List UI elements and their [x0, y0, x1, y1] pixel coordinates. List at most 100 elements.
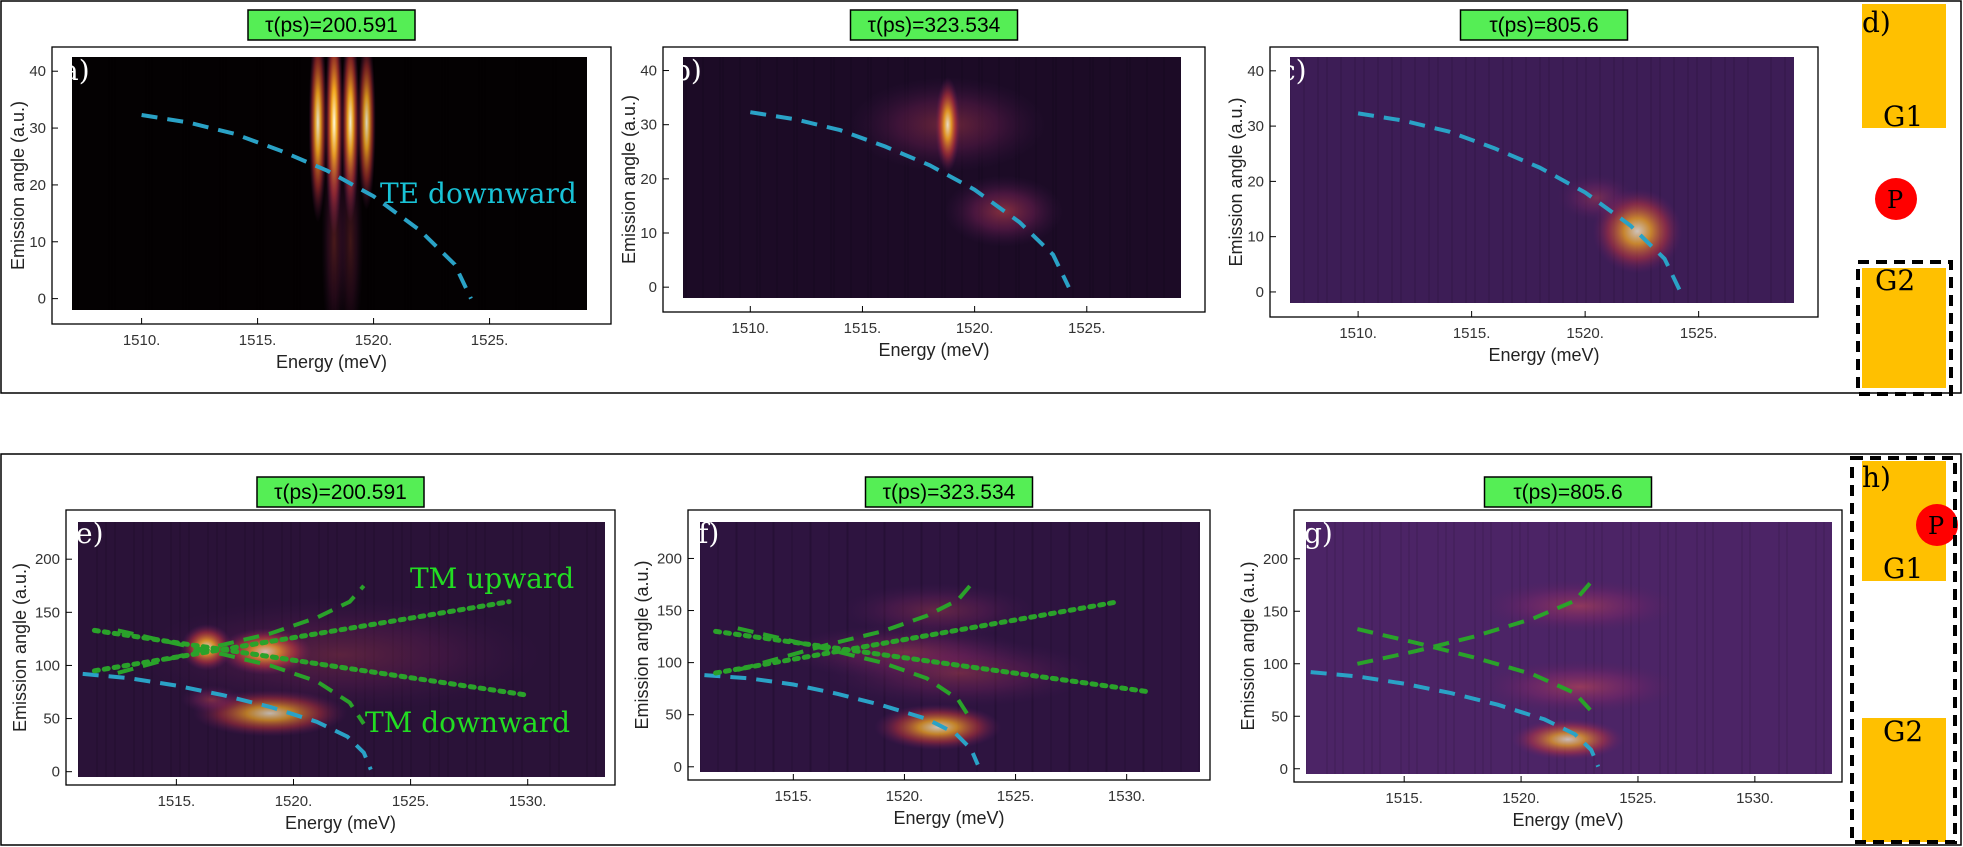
y-axis-label: Emission angle (a.u.)	[10, 563, 30, 732]
selected-gate-outline-top	[1856, 260, 1953, 396]
tm-dotted-curve	[713, 628, 1152, 695]
emission-spot	[337, 129, 364, 310]
emission-spot	[1556, 173, 1637, 223]
te-dashed-curve	[749, 110, 1071, 289]
emission-spot	[935, 77, 961, 173]
tau-tag-label: τ(ps)=200.591	[265, 14, 398, 37]
chart-f: 1515. 1520. 1525. 1530. 0 50 100 150 200 Energy (…	[632, 476, 1211, 828]
selected-gate-outline-bottom	[1850, 456, 1957, 844]
gate-g2-top-label: G2	[1875, 264, 1915, 297]
y-tick-label: 0	[674, 759, 682, 776]
panel-label: b)	[673, 54, 702, 87]
y-axis-label: Emission angle (a.u.)	[1226, 97, 1246, 266]
emission-spot	[1476, 659, 1683, 715]
panel-label: f)	[698, 517, 719, 550]
heatmap-content	[700, 522, 1200, 772]
x-tick-label: 1530.	[509, 793, 547, 810]
y-tick-label: 50	[1271, 708, 1288, 725]
x-tick-label: 1530.	[1736, 790, 1774, 807]
emission-spot	[357, 57, 376, 210]
plot-frame	[662, 46, 1206, 313]
x-tick-label: 1520.	[886, 788, 924, 805]
plot-frame	[1269, 46, 1819, 318]
panel-label: a)	[62, 54, 90, 87]
panel-label-h: h)	[1862, 461, 1891, 494]
tm-downward-label: TM downward	[365, 706, 570, 739]
emission-spot	[874, 704, 1002, 751]
x-tick-label: 1520.	[355, 332, 393, 349]
plots-layer: 1510. 1515. 1520. 1525. 0 10 20 30 40 Energy (meV…	[8, 9, 1843, 833]
y-tick-label: 100	[35, 657, 60, 674]
y-tick-label: 40	[29, 63, 46, 80]
pump-top-label: P	[1887, 186, 1903, 214]
pump-bottom-label: P	[1928, 512, 1944, 540]
y-tick-label: 50	[43, 711, 60, 728]
y-tick-label: 150	[35, 604, 60, 621]
tau-tag-box	[864, 476, 1034, 508]
gate-g2-top	[1862, 268, 1946, 388]
x-tick-label: 1520.	[956, 320, 994, 337]
emission-spot	[1476, 578, 1683, 634]
x-tick-label: 1515.	[844, 320, 882, 337]
plot-frame	[51, 46, 612, 325]
tm-upward-label: TM upward	[410, 562, 574, 595]
y-tick-label: 150	[657, 603, 682, 620]
te-dashed-curve	[704, 673, 980, 766]
panel-label: e)	[76, 517, 104, 550]
x-tick-label: 1525.	[471, 332, 509, 349]
tau-tag-box	[247, 9, 416, 41]
x-axis-label: Energy (meV)	[285, 813, 396, 833]
emission-spot	[1511, 718, 1625, 761]
emission-spot	[308, 57, 328, 223]
y-tick-label: 200	[1263, 551, 1288, 568]
x-tick-label: 1530.	[1108, 788, 1146, 805]
plot-frame	[1293, 509, 1843, 783]
x-tick-label: 1510.	[123, 332, 161, 349]
y-axis-label: Emission angle (a.u.)	[8, 101, 28, 270]
top-row-frame	[0, 0, 1962, 394]
x-tick-label: 1515.	[1385, 790, 1423, 807]
y-tick-label: 10	[1247, 229, 1264, 246]
y-axis-label: Emission angle (a.u.)	[1238, 561, 1258, 730]
chart-g: 1515. 1520. 1525. 1530. 0 50 100 150 200 Energy (…	[1238, 476, 1843, 830]
y-tick-label: 10	[29, 234, 46, 251]
tm-dashed-curve	[117, 628, 366, 726]
panel-label-d: d)	[1862, 6, 1891, 39]
gate-g1-bottom-label: G1	[1883, 552, 1923, 585]
tm-dotted-curve	[91, 599, 512, 674]
gate-g1-top	[1862, 4, 1946, 128]
x-axis-label: Energy (meV)	[276, 352, 387, 372]
panel-label: g)	[1304, 517, 1333, 550]
tau-tag-label: τ(ps)=805.6	[1513, 481, 1622, 504]
y-tick-label: 200	[657, 550, 682, 567]
tau-tag-label: τ(ps)=323.534	[868, 14, 1001, 37]
tau-tag-box	[1483, 476, 1653, 508]
x-tick-label: 1520.	[275, 793, 313, 810]
y-tick-label: 0	[1280, 761, 1288, 778]
y-axis-label: Emission angle (a.u.)	[632, 560, 652, 729]
tm-dotted-curve	[713, 599, 1119, 676]
y-tick-label: 30	[1247, 118, 1264, 135]
te-downward-label: TE downward	[380, 177, 577, 210]
pump-spot-top	[1875, 178, 1917, 220]
y-tick-label: 150	[1263, 603, 1288, 620]
x-tick-label: 1525.	[997, 788, 1035, 805]
x-tick-label: 1520.	[1502, 790, 1540, 807]
te-dashed-curve	[1357, 111, 1683, 293]
chart-e: 1515. 1520. 1525. 1530. 0 50 100 150 200 Energy (…	[10, 476, 616, 833]
plot-frame	[687, 509, 1211, 781]
x-axis-label: Energy (meV)	[1512, 810, 1623, 830]
chart-b: 1510. 1515. 1520. 1525. 0 10 20 30 40 Energy (meV…	[619, 9, 1206, 360]
y-tick-label: 40	[640, 63, 657, 80]
tau-tag-box	[256, 476, 425, 508]
x-tick-label: 1515.	[239, 332, 277, 349]
heatmap-content	[1290, 57, 1786, 303]
y-tick-label: 30	[29, 120, 46, 137]
tau-tag-label: τ(ps)=805.6	[1489, 14, 1598, 37]
y-tick-label: 0	[52, 764, 60, 781]
y-tick-label: 10	[640, 225, 657, 242]
emission-spot	[180, 685, 243, 714]
tm-dotted-curve	[91, 627, 531, 698]
x-axis-label: Energy (meV)	[878, 340, 989, 360]
x-tick-label: 1525.	[392, 793, 430, 810]
